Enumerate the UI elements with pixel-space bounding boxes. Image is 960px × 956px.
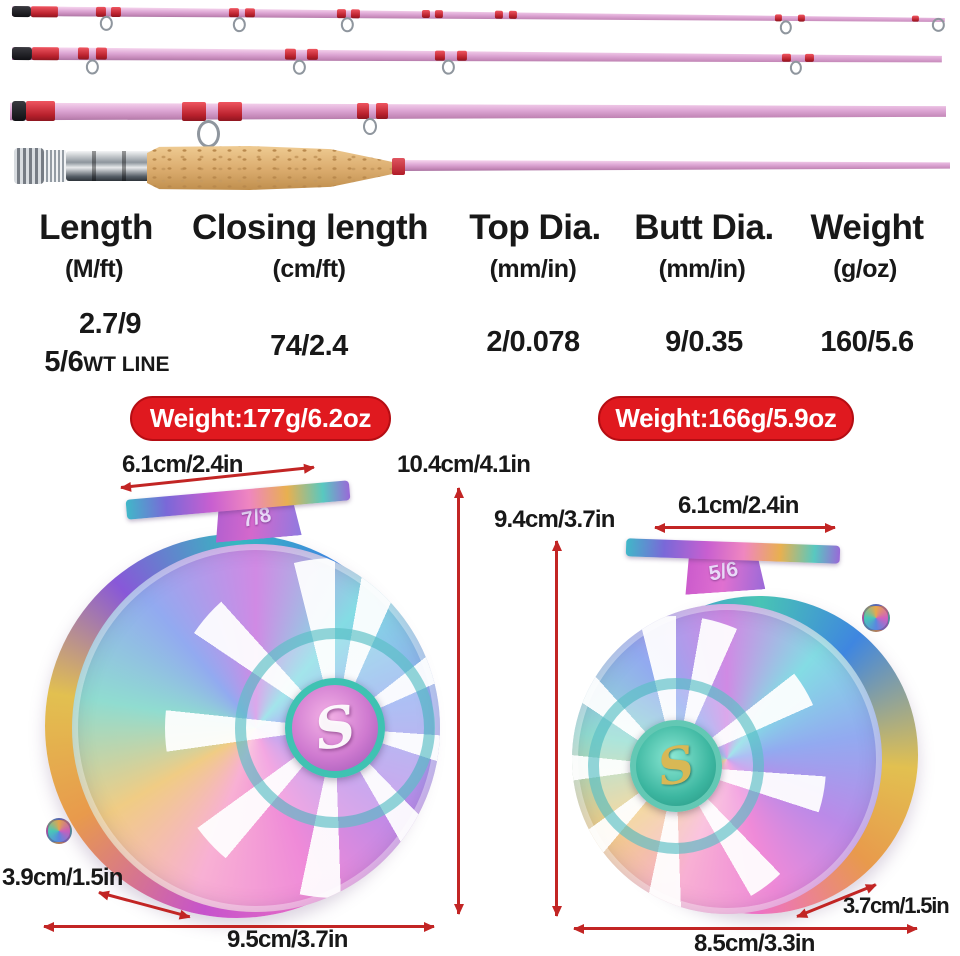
spec-header-top-dia: Top Dia. — [469, 208, 601, 247]
line-guide-icon — [363, 118, 377, 135]
brand-logo-s: S — [653, 733, 699, 798]
dim-label-right-spool-width: 3.7cm/1.5in — [843, 893, 950, 918]
dim-arrow-right-total-height — [555, 541, 558, 916]
rod-blank — [10, 102, 946, 121]
dim-label-right-diameter: 8.5cm/3.3in — [694, 930, 815, 956]
reel-hub: S — [285, 678, 385, 778]
spec-value-weight: 160/5.6 — [820, 326, 914, 358]
red-wrap — [218, 102, 242, 121]
red-wrap — [182, 102, 206, 121]
dim-label-left-top-width: 6.1cm/2.4in — [122, 451, 243, 478]
rod-blank — [405, 160, 950, 171]
spec-value-butt-dia: 9/0.35 — [665, 326, 743, 358]
spec-unit-weight: (g/oz) — [833, 255, 897, 283]
spec-header-length: Length — [39, 208, 153, 247]
reel-spool-face — [572, 604, 882, 914]
spec-header-butt-dia: Butt Dia. — [634, 208, 774, 247]
spec-header-weight: Weight — [810, 208, 924, 247]
reel-size-marking: 5/6 — [707, 557, 741, 586]
spec-unit-closing-length: (cm/ft) — [272, 255, 346, 283]
spec-value-line-rating: 5/6WT LINE — [44, 346, 169, 379]
dim-arrow-right-diameter — [574, 927, 917, 930]
rod-butt-cap — [12, 101, 26, 121]
dim-label-left-total-height: 10.4cm/4.1in — [397, 451, 531, 478]
spec-unit-length: (M/ft) — [64, 255, 124, 283]
dim-label-right-top-width: 6.1cm/2.4in — [678, 492, 799, 519]
spec-value-closing-length: 74/2.4 — [270, 330, 348, 362]
dim-arrow-right-top-width — [655, 526, 835, 529]
dim-arrow-left-total-height — [457, 488, 460, 914]
line-rating-text: WT LINE — [83, 353, 170, 376]
reel-seat-thread — [14, 148, 44, 184]
red-wrap — [26, 101, 55, 121]
line-rating-number: 5/6 — [44, 346, 84, 378]
reel-seat-barrel — [66, 151, 162, 181]
weight-badge-left: Weight:177g/6.2oz — [130, 396, 391, 441]
reel-handle-knob-icon — [862, 604, 890, 632]
dim-label-left-spool-width: 3.9cm/1.5in — [2, 864, 123, 891]
dim-label-left-diameter: 9.5cm/3.7in — [227, 926, 348, 953]
dim-arrow-left-diameter — [44, 925, 434, 928]
spec-header-closing-length: Closing length — [191, 208, 429, 247]
spec-value-length: 2.7/9 — [79, 308, 142, 340]
weight-badge-right: Weight:166g/5.9oz — [598, 396, 854, 441]
dim-label-right-total-height: 9.4cm/3.7in — [494, 506, 615, 533]
spec-unit-butt-dia: (mm/in) — [658, 255, 746, 283]
spec-unit-top-dia: (mm/in) — [489, 255, 577, 283]
red-wrap — [376, 103, 388, 119]
rod-section-3 — [10, 100, 946, 148]
winding-check — [392, 158, 405, 175]
reel-seat-lock-ring — [44, 150, 66, 182]
reel-hub: S — [630, 720, 722, 812]
reel-handle-knob-icon — [46, 818, 72, 844]
reel-foot-bar — [625, 538, 841, 564]
rod-section-handle — [14, 142, 950, 192]
spec-value-top-dia: 2/0.078 — [486, 326, 580, 358]
red-wrap — [357, 103, 369, 119]
